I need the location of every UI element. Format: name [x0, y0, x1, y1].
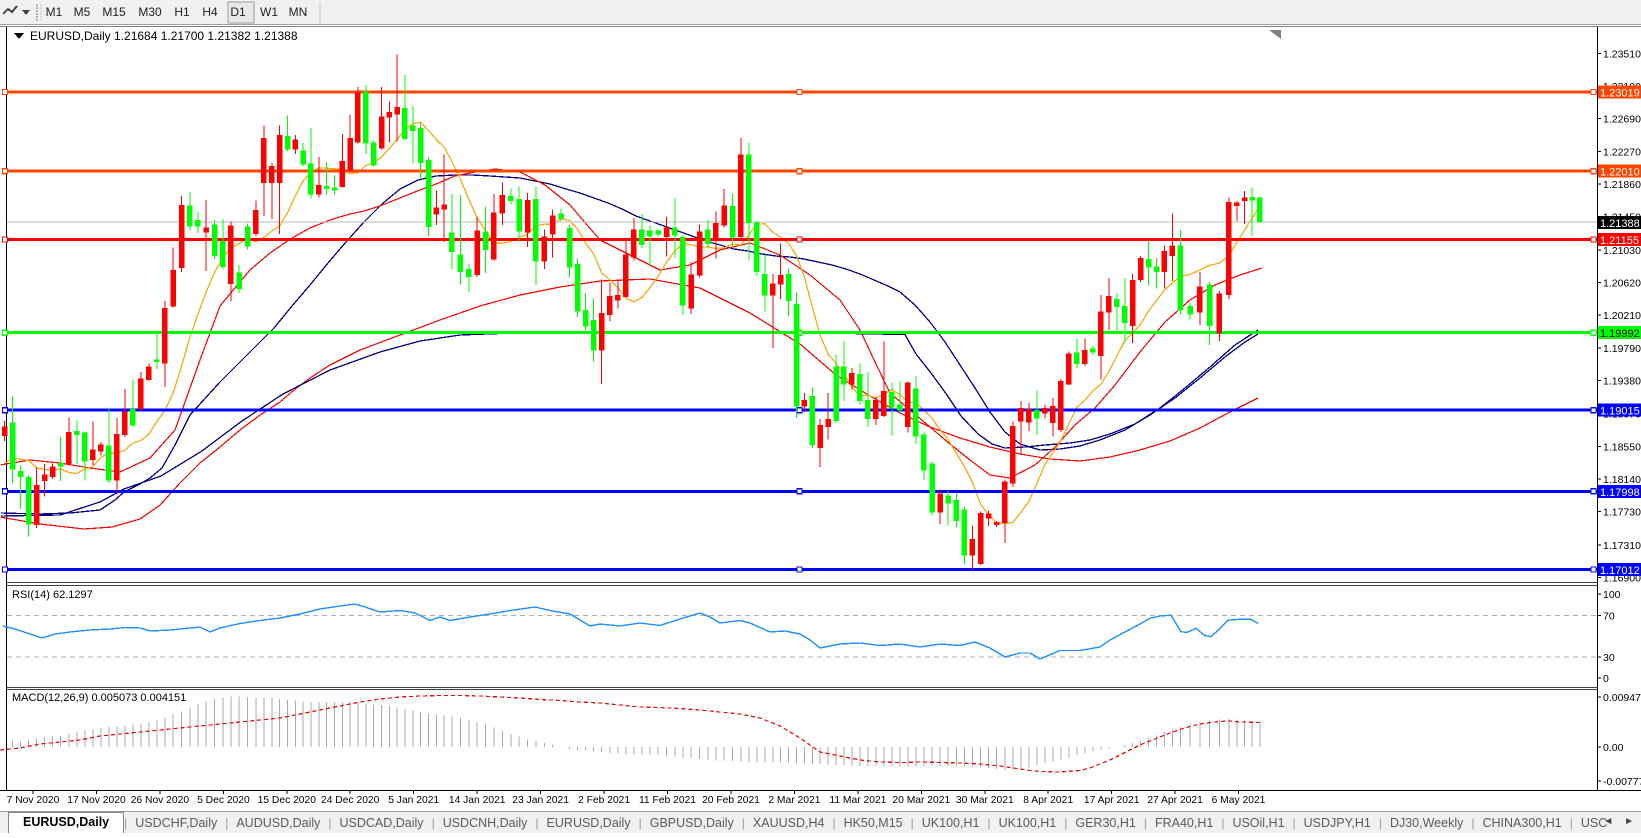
svg-text:-0.007778: -0.007778	[1603, 776, 1641, 788]
svg-text:11 Mar 2021: 11 Mar 2021	[829, 795, 886, 806]
svg-text:1.17730: 1.17730	[1603, 507, 1641, 519]
svg-text:1.19790: 1.19790	[1603, 343, 1641, 355]
svg-text:1.22270: 1.22270	[1603, 147, 1641, 159]
svg-text:1.21860: 1.21860	[1603, 179, 1641, 191]
svg-text:5 Jan 2021: 5 Jan 2021	[388, 795, 439, 806]
svg-text:1.17310: 1.17310	[1603, 540, 1641, 552]
svg-text:1.19015: 1.19015	[1600, 406, 1640, 418]
svg-text:0.00: 0.00	[1603, 742, 1624, 754]
svg-text:6 May 2021: 6 May 2021	[1212, 795, 1266, 806]
svg-text:D1: D1	[230, 5, 246, 19]
svg-text:MACD(12,26,9) 0.005073 0.00415: MACD(12,26,9) 0.005073 0.004151	[12, 692, 186, 704]
svg-text:15 Dec 2020: 15 Dec 2020	[258, 795, 317, 806]
svg-text:0.009478: 0.009478	[1603, 692, 1641, 704]
svg-text:1.21030: 1.21030	[1603, 245, 1641, 257]
svg-text:8 Apr 2021: 8 Apr 2021	[1023, 795, 1073, 806]
svg-text:24 Dec 2020: 24 Dec 2020	[321, 795, 380, 806]
svg-text:2 Mar 2021: 2 Mar 2021	[768, 795, 820, 806]
svg-text:70: 70	[1603, 611, 1615, 623]
svg-text:26 Nov 2020: 26 Nov 2020	[131, 795, 190, 806]
svg-text:1.23510: 1.23510	[1603, 48, 1641, 60]
svg-text:H4: H4	[202, 5, 218, 19]
svg-text:1.17998: 1.17998	[1600, 487, 1640, 499]
svg-text:1.22010: 1.22010	[1600, 167, 1640, 179]
svg-text:17 Nov 2020: 17 Nov 2020	[67, 795, 126, 806]
svg-text:EURUSD,Daily 1.21684 1.21700: EURUSD,Daily 1.21684 1.21700 1.21382 1.2…	[30, 29, 298, 43]
svg-text:27 Apr 2021: 27 Apr 2021	[1147, 795, 1203, 806]
svg-text:1.18550: 1.18550	[1603, 442, 1641, 454]
svg-text:7 Nov 2020: 7 Nov 2020	[7, 795, 60, 806]
svg-text:H1: H1	[174, 5, 190, 19]
svg-text:1.18140: 1.18140	[1603, 474, 1641, 486]
svg-text:RSI(14) 62.1297: RSI(14) 62.1297	[12, 589, 93, 601]
svg-text:MN: MN	[289, 5, 308, 19]
svg-text:1.19380: 1.19380	[1603, 376, 1641, 388]
svg-text:30: 30	[1603, 652, 1615, 664]
svg-text:W1: W1	[260, 5, 278, 19]
svg-text:23 Jan 2021: 23 Jan 2021	[512, 795, 569, 806]
svg-text:M15: M15	[102, 5, 126, 19]
svg-text:1.21155: 1.21155	[1600, 235, 1639, 247]
svg-text:M5: M5	[74, 5, 91, 19]
svg-text:17 Apr 2021: 17 Apr 2021	[1084, 795, 1140, 806]
svg-text:14 Jan 2021: 14 Jan 2021	[449, 795, 506, 806]
svg-text:20 Feb 2021: 20 Feb 2021	[702, 795, 760, 806]
svg-text:1.21388: 1.21388	[1600, 218, 1640, 230]
svg-text:1.20210: 1.20210	[1603, 310, 1641, 322]
svg-text:11 Feb 2021: 11 Feb 2021	[639, 795, 696, 806]
svg-text:1.23019: 1.23019	[1600, 87, 1640, 99]
svg-text:0: 0	[1603, 673, 1609, 685]
svg-text:M1: M1	[46, 5, 63, 19]
svg-text:2 Feb 2021: 2 Feb 2021	[578, 795, 630, 806]
svg-text:1.22690: 1.22690	[1603, 113, 1641, 125]
svg-text:1.19992: 1.19992	[1600, 328, 1640, 340]
svg-text:1.20620: 1.20620	[1603, 277, 1641, 289]
svg-text:M30: M30	[138, 5, 162, 19]
svg-text:30 Mar 2021: 30 Mar 2021	[956, 795, 1014, 806]
svg-text:5 Dec 2020: 5 Dec 2020	[197, 795, 250, 806]
svg-text:100: 100	[1603, 589, 1621, 601]
svg-text:20 Mar 2021: 20 Mar 2021	[892, 795, 950, 806]
svg-text:1.17012: 1.17012	[1600, 565, 1640, 577]
